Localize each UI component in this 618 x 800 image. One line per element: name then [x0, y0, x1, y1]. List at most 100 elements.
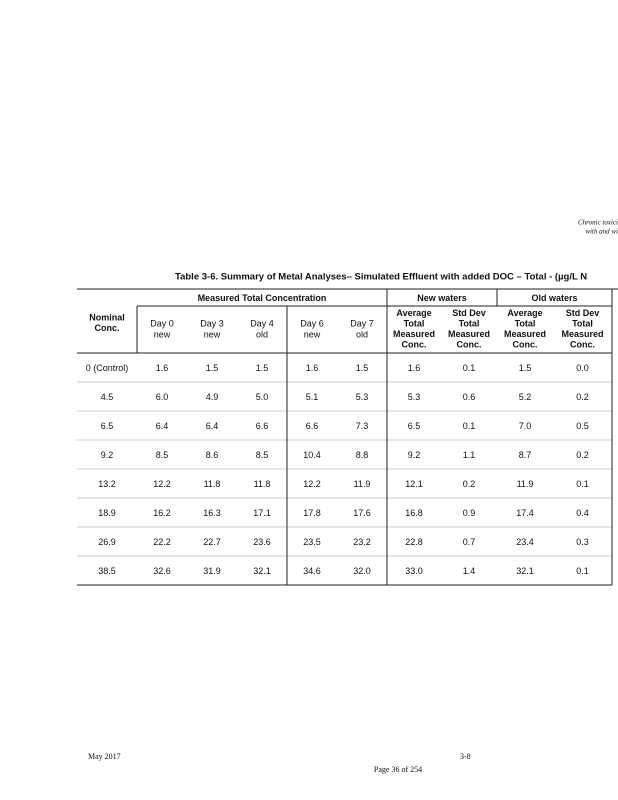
group-header: Old waters	[531, 293, 577, 303]
cell: 17.1	[253, 508, 271, 518]
cell: 0.2	[463, 479, 476, 489]
cell: 22.2	[153, 537, 171, 547]
column-header: new	[304, 329, 321, 339]
cell: 26.9	[98, 537, 116, 547]
cell: 32.0	[353, 566, 371, 576]
cell: 0.9	[463, 508, 476, 518]
cell: 1.6	[306, 363, 319, 373]
cell: 23.4	[516, 537, 534, 547]
cell: 1.1	[463, 450, 476, 460]
cell: 17.8	[303, 508, 321, 518]
column-header: Day 4	[250, 318, 274, 328]
cell: 6.4	[206, 421, 219, 431]
column-header: Total	[572, 319, 593, 329]
cell: 6.4	[156, 421, 169, 431]
column-header: Total	[515, 319, 536, 329]
cell: 11.9	[354, 479, 371, 489]
cell: 0.0	[576, 363, 589, 373]
column-header: new	[204, 329, 221, 339]
column-header: Conc.	[512, 340, 537, 350]
column-header: Average	[396, 308, 431, 318]
column-header: Std Dev	[566, 308, 600, 318]
cell: 4.5	[101, 392, 114, 402]
cell: 38.5	[98, 566, 116, 576]
cell: 5.3	[356, 392, 369, 402]
cell: 32.1	[516, 566, 534, 576]
table-title: Table 3-6. Summary of Metal Analyses– Si…	[175, 272, 587, 283]
cell: 18.9	[98, 508, 116, 518]
column-header: Measured	[448, 329, 490, 339]
column-header: Day 0	[150, 318, 174, 328]
cell: 33.0	[405, 566, 423, 576]
cell: 6.5	[408, 421, 421, 431]
column-header: Average	[507, 308, 542, 318]
column-header: Day 6	[300, 318, 324, 328]
cell: 8.7	[519, 450, 532, 460]
cell: 0 (Control)	[86, 363, 129, 373]
cell: 4.9	[206, 392, 219, 402]
column-header: Measured	[393, 329, 435, 339]
cell: 23.2	[353, 537, 371, 547]
cell: 7.0	[519, 421, 532, 431]
cell: 1.6	[156, 363, 169, 373]
cell: 32.1	[253, 566, 271, 576]
cell: 11.8	[254, 479, 271, 489]
cell: 0.4	[576, 508, 589, 518]
cell: 5.3	[408, 392, 421, 402]
cell: 32.6	[153, 566, 171, 576]
cell: 22.7	[203, 537, 221, 547]
cell: 0.5	[576, 421, 589, 431]
cell: 16.3	[203, 508, 221, 518]
cell: 31.9	[203, 566, 221, 576]
cell: 10.4	[303, 450, 321, 460]
cell: 1.5	[206, 363, 219, 373]
cell: 11.8	[204, 479, 221, 489]
column-header: Measured	[504, 329, 546, 339]
column-header: Measured	[561, 329, 603, 339]
cell: 11.9	[517, 479, 534, 489]
cell: 1.5	[256, 363, 269, 373]
cell: 1.4	[463, 566, 476, 576]
cell: 1.5	[356, 363, 369, 373]
cell: 0.1	[576, 566, 589, 576]
column-header: new	[154, 329, 171, 339]
column-header: Total	[404, 319, 425, 329]
cell: 7.3	[356, 421, 369, 431]
cell: 0.1	[463, 421, 476, 431]
cell: 8.8	[356, 450, 369, 460]
cell: 0.6	[463, 392, 476, 402]
column-header: Total	[459, 319, 480, 329]
cell: 5.1	[306, 392, 319, 402]
cell: 0.1	[463, 363, 476, 373]
cell: 8.6	[206, 450, 219, 460]
column-header: Conc.	[570, 340, 595, 350]
cell: 13.2	[98, 479, 116, 489]
cell: 8.5	[156, 450, 169, 460]
cell: 6.6	[256, 421, 269, 431]
cell: 34.6	[303, 566, 321, 576]
cell: 0.3	[576, 537, 589, 547]
footer-date: May 2017	[88, 752, 121, 761]
cell: 23.5	[303, 537, 321, 547]
cell: 5.0	[256, 392, 269, 402]
cell: 0.7	[463, 537, 476, 547]
cell: 5.2	[519, 392, 532, 402]
footer-section-page: 3-8	[460, 752, 471, 761]
running-header: with and wi	[585, 228, 618, 236]
column-header: Conc.	[94, 323, 119, 333]
cell: 1.5	[519, 363, 532, 373]
cell: 12.2	[153, 479, 171, 489]
column-header: old	[356, 329, 368, 339]
running-header: Chronic toxici	[578, 219, 618, 227]
cell: 12.1	[405, 479, 423, 489]
cell: 1.6	[408, 363, 421, 373]
cell: 16.8	[405, 508, 423, 518]
cell: 0.1	[576, 479, 589, 489]
cell: 22.8	[405, 537, 423, 547]
column-header: old	[256, 329, 268, 339]
column-header: Nominal	[89, 313, 125, 323]
column-header: Std Dev	[452, 308, 486, 318]
cell: 0.2	[576, 392, 589, 402]
